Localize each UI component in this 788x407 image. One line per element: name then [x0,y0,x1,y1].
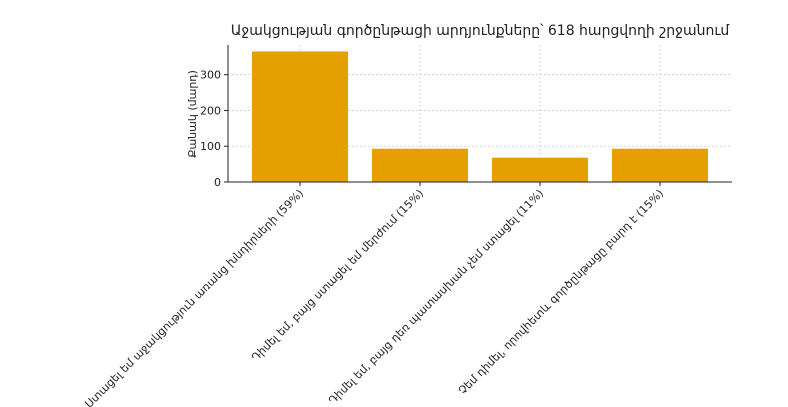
y-tick-label: 0 [214,176,221,189]
bar [612,148,708,182]
bar [492,157,588,182]
bar [252,51,348,182]
y-tick-label: 200 [200,104,221,117]
x-tick-label: Ստացել եմ աջակցություն առանց խնդիրների (… [82,187,306,407]
bar [372,148,468,182]
x-tick-label: Դիմել եմ, բայց դեռ պատասխան չեմ ստացել (… [326,187,546,407]
y-axis-label: Քանակ (մարդ) [186,70,199,158]
chart-title: Աջակցության գործընթացի արդյունքները՝ 618… [231,23,731,39]
y-tick-label: 300 [200,69,221,82]
x-tick-label: Չեմ դիմել, որովհետև գործընթացը բարդ է (1… [456,187,666,397]
y-tick-label: 100 [200,140,221,153]
